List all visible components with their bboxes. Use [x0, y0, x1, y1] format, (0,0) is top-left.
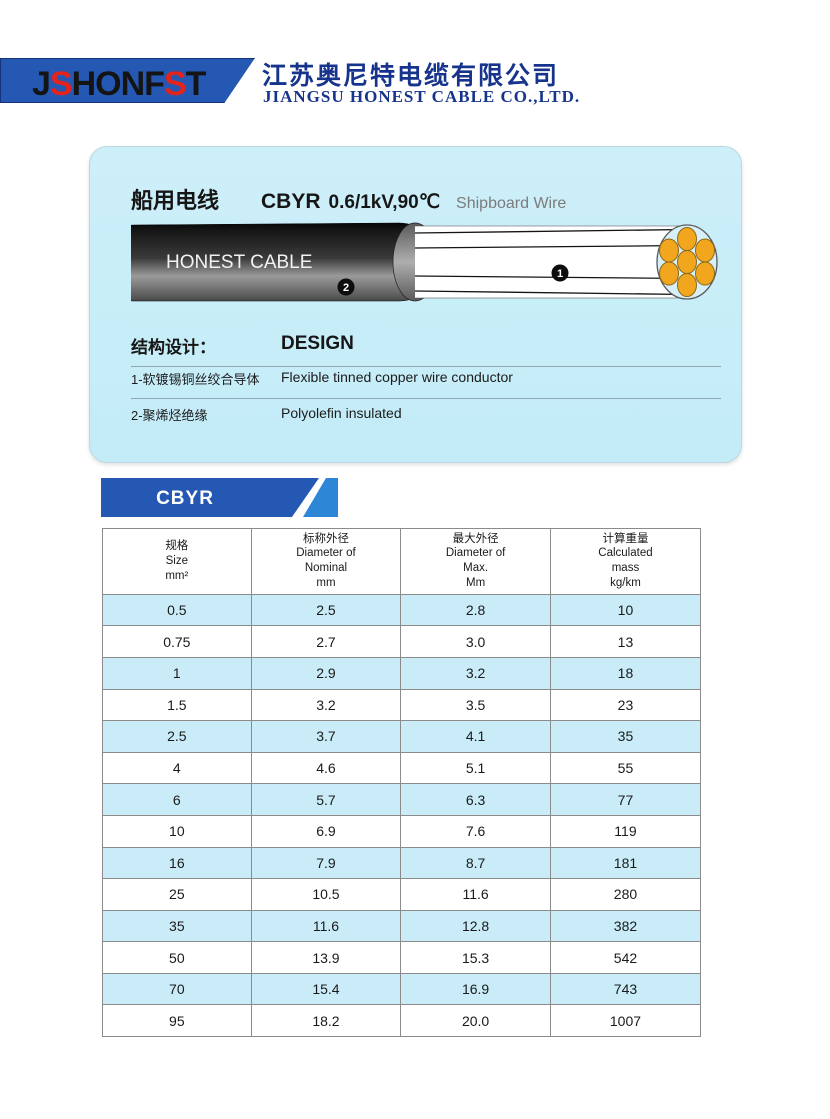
svg-text:HONEST CABLE: HONEST CABLE: [166, 252, 312, 273]
svg-text:JSHONFST: JSHONFST: [32, 65, 207, 103]
svg-text:2: 2: [343, 282, 349, 294]
svg-text:1: 1: [557, 268, 563, 280]
